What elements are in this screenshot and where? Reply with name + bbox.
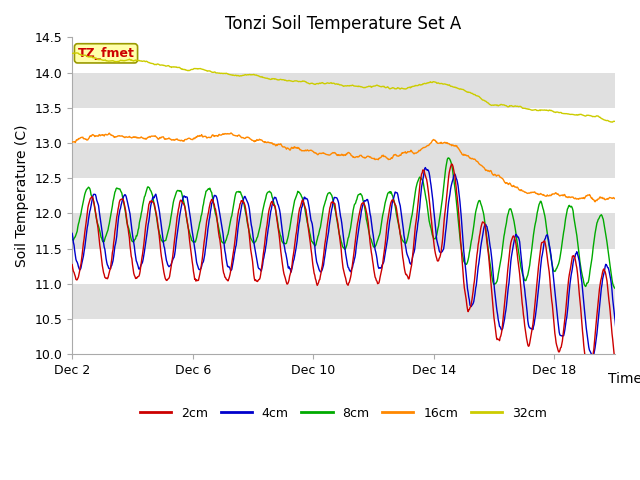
Bar (72, 284, 614, 319)
Bar (72, 72, 614, 108)
Title: Tonzi Soil Temperature Set A: Tonzi Soil Temperature Set A (225, 15, 461, 33)
Text: TZ_fmet: TZ_fmet (77, 47, 134, 60)
Bar (72, 319, 614, 354)
Bar (72, 249, 614, 284)
Bar (72, 213, 614, 249)
Bar (72, 143, 614, 178)
Bar (72, 108, 614, 143)
X-axis label: Time: Time (609, 372, 640, 385)
Bar (72, 37, 614, 72)
Legend: 2cm, 4cm, 8cm, 16cm, 32cm: 2cm, 4cm, 8cm, 16cm, 32cm (135, 402, 552, 424)
Y-axis label: Soil Temperature (C): Soil Temperature (C) (15, 124, 29, 267)
Bar (72, 178, 614, 213)
